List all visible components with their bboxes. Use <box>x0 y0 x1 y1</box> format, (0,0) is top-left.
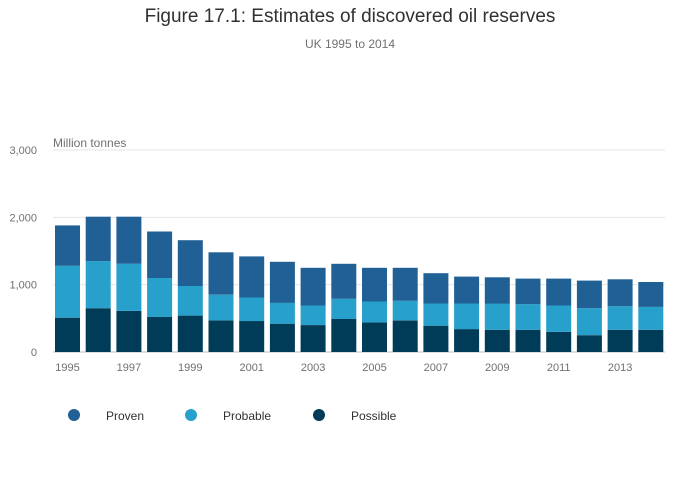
legend-marker-probable <box>185 409 197 421</box>
bar-possible-2009 <box>484 329 510 352</box>
x-tick-label: 2013 <box>608 362 632 374</box>
bar-possible-2007 <box>423 325 449 352</box>
bar-possible-2013 <box>607 329 633 352</box>
y-tick-label: 3,000 <box>9 145 37 157</box>
bar-probable-2013 <box>607 306 633 330</box>
bar-probable-1995 <box>55 265 80 318</box>
bar-proven-2005 <box>362 267 387 302</box>
x-tick-label: 2005 <box>362 362 386 374</box>
legend-marker-possible <box>313 409 325 421</box>
bar-probable-2004 <box>331 298 357 319</box>
bar-probable-2010 <box>515 304 541 330</box>
bar-possible-2010 <box>515 329 541 352</box>
bar-proven-2000 <box>208 252 234 295</box>
bar-possible-2002 <box>269 323 295 352</box>
bar-probable-1998 <box>147 277 173 317</box>
bar-probable-2012 <box>576 308 602 336</box>
bar-probable-2002 <box>269 302 295 324</box>
bar-proven-2009 <box>484 277 510 304</box>
bar-proven-2008 <box>454 276 480 304</box>
bar-proven-2011 <box>546 278 572 306</box>
bar-possible-2003 <box>300 325 326 352</box>
y-axis-label: Million tonnes <box>53 136 126 150</box>
legend-marker-proven <box>68 409 80 421</box>
x-tick-label: 2001 <box>239 362 263 374</box>
bar-proven-2014 <box>638 282 664 307</box>
bar-probable-2008 <box>454 303 480 330</box>
bar-proven-1997 <box>116 216 142 264</box>
bar-probable-2003 <box>300 305 326 325</box>
bar-possible-1999 <box>177 315 203 352</box>
y-tick-label: 0 <box>31 347 37 359</box>
bar-proven-1995 <box>55 225 80 266</box>
bar-proven-1996 <box>85 216 111 262</box>
bar-probable-2011 <box>546 305 572 332</box>
chart-title: Figure 17.1: Estimates of discovered oil… <box>144 6 556 27</box>
bar-possible-2000 <box>208 320 234 352</box>
legend-label-probable: Probable <box>223 409 271 423</box>
bars-group <box>55 216 664 352</box>
bar-proven-2012 <box>576 280 602 309</box>
bar-possible-2004 <box>331 319 357 352</box>
gridlines <box>53 149 665 353</box>
bar-proven-1998 <box>147 231 173 278</box>
bar-proven-2004 <box>331 263 357 299</box>
bar-probable-2006 <box>392 300 418 321</box>
bar-proven-2007 <box>423 273 449 304</box>
y-tick-label: 1,000 <box>9 280 37 292</box>
bar-probable-2005 <box>362 301 387 323</box>
bar-possible-2014 <box>638 329 664 352</box>
x-tick-label: 1997 <box>117 362 141 374</box>
bar-proven-2010 <box>515 278 541 305</box>
bar-possible-1998 <box>147 317 173 352</box>
bar-proven-2013 <box>607 279 633 307</box>
y-tick-label: 2,000 <box>9 212 37 224</box>
x-tick-label: 2011 <box>547 362 571 374</box>
x-tick-label: 1995 <box>55 362 79 374</box>
bar-possible-2011 <box>546 331 572 352</box>
chart-subtitle: UK 1995 to 2014 <box>304 37 396 51</box>
bar-possible-1995 <box>55 317 80 352</box>
bar-proven-2002 <box>269 261 295 303</box>
bar-probable-1997 <box>116 263 142 311</box>
legend-label-possible: Possible <box>351 409 397 423</box>
bar-proven-2006 <box>392 267 418 301</box>
x-tick-label: 1999 <box>178 362 202 374</box>
bar-probable-2001 <box>239 297 265 322</box>
y-axis-ticks: 0 1,000 2,000 3,000 <box>9 145 37 359</box>
bar-possible-1996 <box>85 308 111 352</box>
bar-probable-2009 <box>484 303 510 330</box>
x-axis-ticks: 1995 1997 1999 2001 2003 2005 2007 2009 2011 2013 <box>55 362 632 374</box>
x-tick-label: 2009 <box>485 362 509 374</box>
legend-label-proven: Proven <box>106 409 144 423</box>
bar-probable-2007 <box>423 303 449 326</box>
bar-probable-2000 <box>208 294 234 321</box>
bar-possible-2005 <box>362 322 387 352</box>
bar-proven-2001 <box>239 256 265 298</box>
bar-possible-1997 <box>116 310 142 352</box>
bar-possible-2008 <box>454 329 480 352</box>
bar-possible-2006 <box>392 320 418 352</box>
x-tick-label: 2007 <box>424 362 448 374</box>
bar-probable-2014 <box>638 306 664 330</box>
bar-proven-2003 <box>300 267 326 306</box>
x-tick-label: 2003 <box>301 362 325 374</box>
bar-possible-2001 <box>239 321 265 352</box>
bar-possible-2012 <box>576 335 602 352</box>
legend: Proven Probable Possible <box>68 409 397 423</box>
bar-probable-1996 <box>85 261 111 309</box>
bar-probable-1999 <box>177 286 203 316</box>
bar-proven-1999 <box>177 240 203 286</box>
